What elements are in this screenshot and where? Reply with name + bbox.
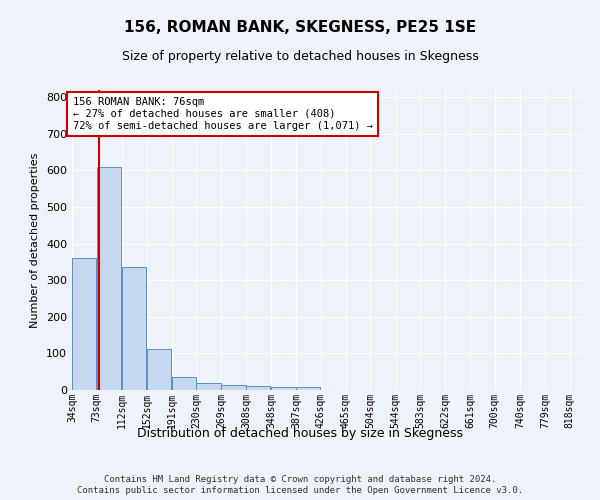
Text: 156 ROMAN BANK: 76sqm
← 27% of detached houses are smaller (408)
72% of semi-det: 156 ROMAN BANK: 76sqm ← 27% of detached … <box>73 98 373 130</box>
Bar <box>221 384 245 390</box>
Y-axis label: Number of detached properties: Number of detached properties <box>31 152 40 328</box>
Bar <box>196 382 221 390</box>
Bar <box>97 167 121 390</box>
Text: Distribution of detached houses by size in Skegness: Distribution of detached houses by size … <box>137 428 463 440</box>
Bar <box>72 258 97 390</box>
Text: Contains public sector information licensed under the Open Government Licence v3: Contains public sector information licen… <box>77 486 523 495</box>
Text: Size of property relative to detached houses in Skegness: Size of property relative to detached ho… <box>122 50 478 63</box>
Bar <box>122 268 146 390</box>
Text: 156, ROMAN BANK, SKEGNESS, PE25 1SE: 156, ROMAN BANK, SKEGNESS, PE25 1SE <box>124 20 476 35</box>
Bar <box>172 377 196 390</box>
Bar <box>296 387 320 390</box>
Bar <box>246 386 271 390</box>
Bar <box>147 348 172 390</box>
Bar <box>271 387 296 390</box>
Text: Contains HM Land Registry data © Crown copyright and database right 2024.: Contains HM Land Registry data © Crown c… <box>104 476 496 484</box>
